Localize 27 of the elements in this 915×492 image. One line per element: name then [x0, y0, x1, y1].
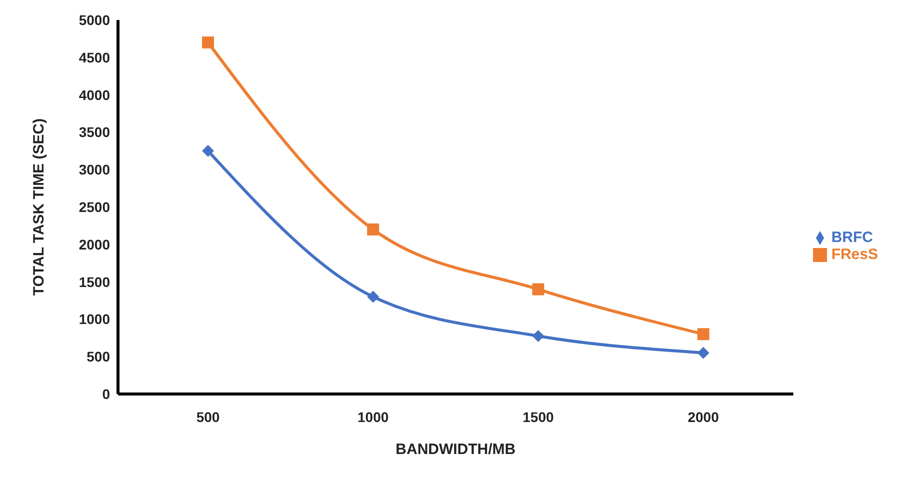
y-tick-label: 2000: [78, 236, 110, 252]
y-tick-label: 4000: [78, 86, 110, 103]
y-tick-label: 3000: [78, 162, 110, 178]
x-tick-label: 1500: [522, 408, 554, 425]
x-tick-label: 1000: [358, 408, 389, 425]
point: [532, 330, 544, 342]
y-tick-label: 3500: [78, 124, 110, 140]
point: [697, 346, 710, 359]
legend-label: FResS: [831, 246, 878, 263]
x-tick-label: 500: [196, 408, 220, 425]
y-tick-label: 4500: [78, 49, 110, 66]
y-tick-label: 1000: [78, 311, 110, 328]
legend-label: BRFC: [831, 229, 873, 246]
x-axis-title: BANDWIDTH/MB: [396, 441, 516, 458]
point: [532, 283, 544, 296]
point: [202, 36, 214, 48]
y-tick-label: 0: [102, 386, 110, 402]
y-tick-label: 500: [86, 348, 110, 365]
y-tick-label: 1500: [78, 274, 110, 290]
y-tick-label: 5000: [78, 12, 110, 28]
point: [367, 223, 380, 236]
point: [202, 144, 214, 157]
y-axis-title: TOTAL TASK TIME (SEC): [30, 118, 48, 296]
point: [367, 290, 380, 303]
y-tick-label: 2500: [78, 198, 110, 215]
point: [697, 328, 710, 340]
x-tick-label: 2000: [688, 408, 720, 425]
